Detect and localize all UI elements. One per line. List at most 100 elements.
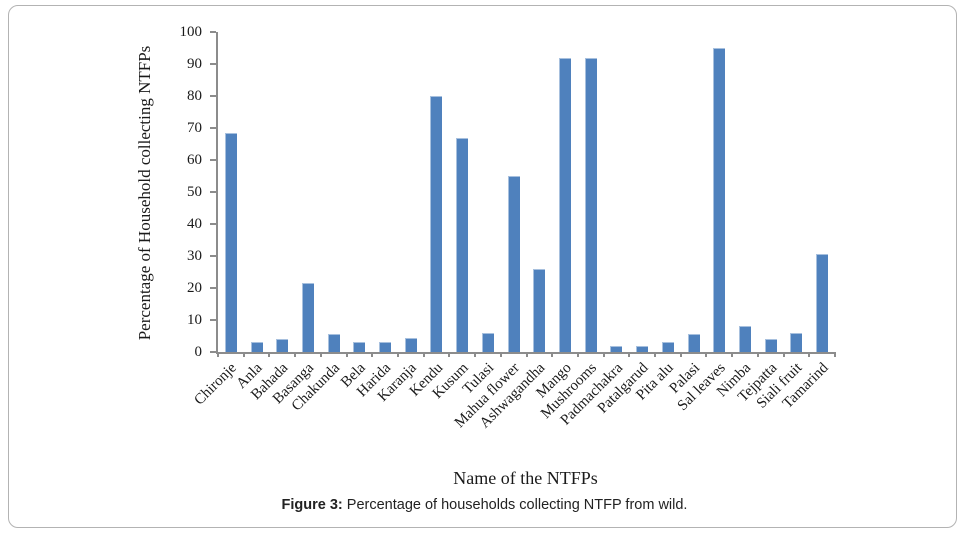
bar-slot	[475, 32, 501, 352]
bar-bela	[353, 342, 366, 352]
bar-slot	[244, 32, 270, 352]
y-tick-label: 40	[187, 216, 202, 232]
y-tick	[210, 287, 216, 289]
bar-ashwagandha	[533, 268, 546, 352]
bar-mahua-flower	[507, 176, 520, 352]
bar-pita-alu	[661, 342, 674, 352]
y-tick-label: 60	[187, 152, 202, 168]
bars-container	[218, 32, 835, 352]
bar-tulasi	[481, 332, 494, 352]
bar-kendu	[430, 96, 443, 352]
bar-slot	[218, 32, 244, 352]
x-tick	[705, 352, 708, 357]
bar-slot	[269, 32, 295, 352]
bar-slot	[552, 32, 578, 352]
x-tick	[474, 352, 477, 357]
bar-nimba	[738, 326, 751, 352]
bar-slot	[347, 32, 373, 352]
bar-chironje	[224, 132, 237, 352]
bar-kusum	[456, 137, 469, 352]
bar-mango	[558, 57, 571, 352]
bar-patalgarud	[636, 345, 649, 352]
bar-tejpatta	[764, 339, 777, 352]
bar-slot	[809, 32, 835, 352]
bar-slot	[424, 32, 450, 352]
x-tick	[268, 352, 271, 357]
bar-anla	[250, 342, 263, 352]
x-tick	[319, 352, 322, 357]
x-tick	[731, 352, 734, 357]
bar-slot	[449, 32, 475, 352]
y-tick	[210, 223, 216, 225]
x-tick	[371, 352, 374, 357]
bar-slot	[295, 32, 321, 352]
bar-palasi	[687, 334, 700, 352]
caption-text: Percentage of households collecting NTFP…	[346, 497, 688, 513]
bar-mushrooms	[584, 57, 597, 352]
bar-slot	[578, 32, 604, 352]
bar-chakunda	[327, 334, 340, 352]
figure-border	[8, 5, 957, 528]
x-tick	[551, 352, 554, 357]
x-tick	[345, 352, 348, 357]
x-tick	[756, 352, 759, 357]
y-axis-title: Percentage of Household collecting NTFPs	[135, 45, 154, 341]
bar-slot	[758, 32, 784, 352]
x-tick	[525, 352, 528, 357]
y-tick-label: 10	[187, 312, 202, 328]
bar-slot	[783, 32, 809, 352]
bar-tamarind	[816, 254, 829, 352]
y-tick-label: 100	[179, 24, 203, 40]
bar-slot	[681, 32, 707, 352]
bar-slot	[629, 32, 655, 352]
x-tick	[679, 352, 682, 357]
x-tick	[602, 352, 605, 357]
y-tick-label: 30	[187, 248, 202, 264]
bar-padmachakra	[610, 345, 623, 352]
bar-slot	[372, 32, 398, 352]
x-tick	[834, 352, 836, 357]
x-tick	[808, 352, 811, 357]
x-tick	[242, 352, 245, 357]
y-tick-label: 0	[194, 344, 203, 360]
y-tick	[210, 319, 216, 321]
x-tick	[576, 352, 579, 357]
bar-sal-leaves	[713, 48, 726, 352]
bar-slot	[732, 32, 758, 352]
plot-area: 0 10 20 30 40 50 60 70 80 90 100 Chironje Anla Bahada…	[180, 24, 836, 431]
bar-slot	[321, 32, 347, 352]
bar-bahada	[276, 339, 289, 352]
bar-slot	[501, 32, 527, 352]
bar-basanga	[301, 283, 314, 352]
x-axis-title: Name of the NTFPs	[453, 468, 598, 488]
bar-siali-fruit	[790, 332, 803, 352]
x-tick	[499, 352, 502, 357]
x-tick	[294, 352, 297, 357]
y-tick	[210, 159, 216, 161]
bar-slot	[604, 32, 630, 352]
y-tick	[210, 127, 216, 129]
x-tick	[396, 352, 399, 357]
bar-harida	[379, 342, 392, 352]
x-tick	[628, 352, 631, 357]
caption-label: Figure 3:	[281, 497, 343, 513]
y-tick	[210, 63, 216, 65]
x-tick	[217, 352, 219, 357]
bar-slot	[655, 32, 681, 352]
x-tick	[448, 352, 451, 357]
figure-caption: Figure 3: Percentage of households colle…	[0, 497, 969, 513]
bar-karanja	[404, 337, 417, 352]
x-tick	[654, 352, 657, 357]
y-tick	[210, 95, 216, 97]
x-tick	[782, 352, 785, 357]
y-tick	[210, 255, 216, 257]
y-tick	[210, 351, 216, 353]
y-tick-label: 70	[187, 120, 202, 136]
bar-slot	[706, 32, 732, 352]
y-tick-label: 90	[187, 56, 202, 72]
bar-slot	[526, 32, 552, 352]
x-tick	[422, 352, 425, 357]
y-tick-label: 80	[187, 88, 202, 104]
y-tick	[210, 191, 216, 193]
y-tick	[210, 31, 216, 33]
